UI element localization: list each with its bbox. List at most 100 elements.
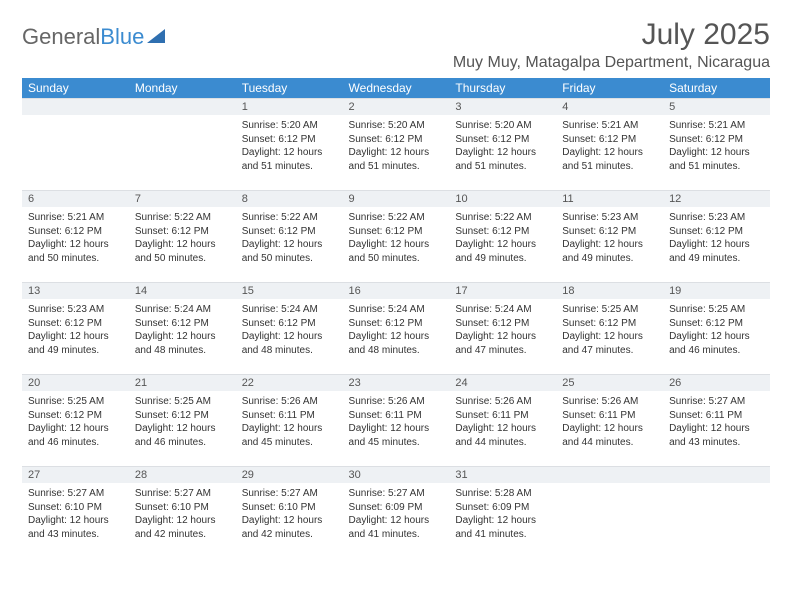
sunset-text: Sunset: 6:12 PM	[28, 225, 123, 239]
day-number: 8	[236, 190, 343, 207]
day-content: Sunrise: 5:26 AMSunset: 6:11 PMDaylight:…	[556, 391, 663, 451]
day-content: Sunrise: 5:24 AMSunset: 6:12 PMDaylight:…	[343, 299, 450, 359]
logo-word1: General	[22, 24, 100, 50]
daylight-text: Daylight: 12 hours and 48 minutes.	[135, 330, 230, 357]
sunrise-text: Sunrise: 5:24 AM	[349, 303, 444, 317]
weekday-header: Saturday	[663, 78, 770, 98]
sunrise-text: Sunrise: 5:24 AM	[135, 303, 230, 317]
day-number: 29	[236, 466, 343, 483]
calendar-day-cell: 1Sunrise: 5:20 AMSunset: 6:12 PMDaylight…	[236, 98, 343, 190]
sunrise-text: Sunrise: 5:22 AM	[135, 211, 230, 225]
calendar-day-cell: 29Sunrise: 5:27 AMSunset: 6:10 PMDayligh…	[236, 466, 343, 558]
calendar-week-row: 27Sunrise: 5:27 AMSunset: 6:10 PMDayligh…	[22, 466, 770, 558]
calendar-day-cell: 16Sunrise: 5:24 AMSunset: 6:12 PMDayligh…	[343, 282, 450, 374]
daylight-text: Daylight: 12 hours and 48 minutes.	[242, 330, 337, 357]
day-number	[129, 98, 236, 115]
day-content: Sunrise: 5:20 AMSunset: 6:12 PMDaylight:…	[236, 115, 343, 175]
day-number: 27	[22, 466, 129, 483]
daylight-text: Daylight: 12 hours and 49 minutes.	[28, 330, 123, 357]
calendar-day-cell: 13Sunrise: 5:23 AMSunset: 6:12 PMDayligh…	[22, 282, 129, 374]
day-content: Sunrise: 5:24 AMSunset: 6:12 PMDaylight:…	[449, 299, 556, 359]
sunset-text: Sunset: 6:12 PM	[349, 225, 444, 239]
daylight-text: Daylight: 12 hours and 51 minutes.	[349, 146, 444, 173]
day-content: Sunrise: 5:23 AMSunset: 6:12 PMDaylight:…	[556, 207, 663, 267]
day-number: 13	[22, 282, 129, 299]
sunrise-text: Sunrise: 5:27 AM	[349, 487, 444, 501]
sunset-text: Sunset: 6:11 PM	[242, 409, 337, 423]
sunset-text: Sunset: 6:12 PM	[562, 317, 657, 331]
daylight-text: Daylight: 12 hours and 46 minutes.	[28, 422, 123, 449]
sunset-text: Sunset: 6:12 PM	[135, 225, 230, 239]
calendar-day-cell: 21Sunrise: 5:25 AMSunset: 6:12 PMDayligh…	[129, 374, 236, 466]
day-content: Sunrise: 5:27 AMSunset: 6:11 PMDaylight:…	[663, 391, 770, 451]
sunset-text: Sunset: 6:10 PM	[242, 501, 337, 515]
calendar-day-cell: 6Sunrise: 5:21 AMSunset: 6:12 PMDaylight…	[22, 190, 129, 282]
calendar-day-cell: 23Sunrise: 5:26 AMSunset: 6:11 PMDayligh…	[343, 374, 450, 466]
sunrise-text: Sunrise: 5:25 AM	[669, 303, 764, 317]
calendar-body: 1Sunrise: 5:20 AMSunset: 6:12 PMDaylight…	[22, 98, 770, 558]
page-header: GeneralBlue July 2025 Muy Muy, Matagalpa…	[22, 18, 770, 72]
sunset-text: Sunset: 6:10 PM	[135, 501, 230, 515]
sunset-text: Sunset: 6:12 PM	[455, 133, 550, 147]
daylight-text: Daylight: 12 hours and 47 minutes.	[562, 330, 657, 357]
day-content: Sunrise: 5:22 AMSunset: 6:12 PMDaylight:…	[449, 207, 556, 267]
daylight-text: Daylight: 12 hours and 46 minutes.	[135, 422, 230, 449]
day-number: 16	[343, 282, 450, 299]
day-number: 11	[556, 190, 663, 207]
sunset-text: Sunset: 6:11 PM	[562, 409, 657, 423]
daylight-text: Daylight: 12 hours and 49 minutes.	[669, 238, 764, 265]
daylight-text: Daylight: 12 hours and 50 minutes.	[135, 238, 230, 265]
calendar-day-cell: 9Sunrise: 5:22 AMSunset: 6:12 PMDaylight…	[343, 190, 450, 282]
daylight-text: Daylight: 12 hours and 41 minutes.	[349, 514, 444, 541]
sunrise-text: Sunrise: 5:25 AM	[135, 395, 230, 409]
daylight-text: Daylight: 12 hours and 45 minutes.	[242, 422, 337, 449]
calendar-day-cell: 22Sunrise: 5:26 AMSunset: 6:11 PMDayligh…	[236, 374, 343, 466]
daylight-text: Daylight: 12 hours and 43 minutes.	[28, 514, 123, 541]
sunset-text: Sunset: 6:12 PM	[349, 317, 444, 331]
day-number: 24	[449, 374, 556, 391]
day-content: Sunrise: 5:21 AMSunset: 6:12 PMDaylight:…	[556, 115, 663, 175]
day-number: 21	[129, 374, 236, 391]
day-number: 2	[343, 98, 450, 115]
calendar-day-cell: 20Sunrise: 5:25 AMSunset: 6:12 PMDayligh…	[22, 374, 129, 466]
calendar-day-cell: 15Sunrise: 5:24 AMSunset: 6:12 PMDayligh…	[236, 282, 343, 374]
daylight-text: Daylight: 12 hours and 46 minutes.	[669, 330, 764, 357]
day-content: Sunrise: 5:22 AMSunset: 6:12 PMDaylight:…	[343, 207, 450, 267]
sunrise-text: Sunrise: 5:26 AM	[455, 395, 550, 409]
day-number: 28	[129, 466, 236, 483]
daylight-text: Daylight: 12 hours and 43 minutes.	[669, 422, 764, 449]
day-number: 3	[449, 98, 556, 115]
day-content: Sunrise: 5:25 AMSunset: 6:12 PMDaylight:…	[663, 299, 770, 359]
sunrise-text: Sunrise: 5:20 AM	[455, 119, 550, 133]
daylight-text: Daylight: 12 hours and 44 minutes.	[455, 422, 550, 449]
day-number: 30	[343, 466, 450, 483]
calendar-page: GeneralBlue July 2025 Muy Muy, Matagalpa…	[0, 0, 792, 576]
sunrise-text: Sunrise: 5:23 AM	[28, 303, 123, 317]
day-content: Sunrise: 5:20 AMSunset: 6:12 PMDaylight:…	[343, 115, 450, 175]
calendar-day-cell: 31Sunrise: 5:28 AMSunset: 6:09 PMDayligh…	[449, 466, 556, 558]
calendar-day-cell: 8Sunrise: 5:22 AMSunset: 6:12 PMDaylight…	[236, 190, 343, 282]
daylight-text: Daylight: 12 hours and 41 minutes.	[455, 514, 550, 541]
day-number: 18	[556, 282, 663, 299]
day-content: Sunrise: 5:23 AMSunset: 6:12 PMDaylight:…	[663, 207, 770, 267]
day-number: 9	[343, 190, 450, 207]
daylight-text: Daylight: 12 hours and 50 minutes.	[28, 238, 123, 265]
sunrise-text: Sunrise: 5:26 AM	[242, 395, 337, 409]
day-content: Sunrise: 5:27 AMSunset: 6:10 PMDaylight:…	[22, 483, 129, 543]
sunrise-text: Sunrise: 5:27 AM	[28, 487, 123, 501]
sunrise-text: Sunrise: 5:26 AM	[562, 395, 657, 409]
sunset-text: Sunset: 6:09 PM	[349, 501, 444, 515]
calendar-day-cell: 10Sunrise: 5:22 AMSunset: 6:12 PMDayligh…	[449, 190, 556, 282]
day-number: 7	[129, 190, 236, 207]
logo: GeneralBlue	[22, 18, 165, 50]
sunset-text: Sunset: 6:12 PM	[349, 133, 444, 147]
calendar-day-cell: 5Sunrise: 5:21 AMSunset: 6:12 PMDaylight…	[663, 98, 770, 190]
daylight-text: Daylight: 12 hours and 42 minutes.	[242, 514, 337, 541]
calendar-day-cell	[129, 98, 236, 190]
sunrise-text: Sunrise: 5:28 AM	[455, 487, 550, 501]
sunrise-text: Sunrise: 5:26 AM	[349, 395, 444, 409]
sunrise-text: Sunrise: 5:24 AM	[242, 303, 337, 317]
calendar-day-cell: 3Sunrise: 5:20 AMSunset: 6:12 PMDaylight…	[449, 98, 556, 190]
sunrise-text: Sunrise: 5:21 AM	[28, 211, 123, 225]
day-number: 17	[449, 282, 556, 299]
